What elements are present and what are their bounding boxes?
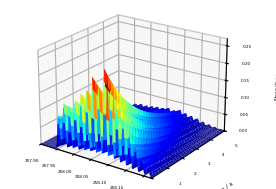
Y-axis label: Time / s: Time / s	[211, 181, 234, 189]
